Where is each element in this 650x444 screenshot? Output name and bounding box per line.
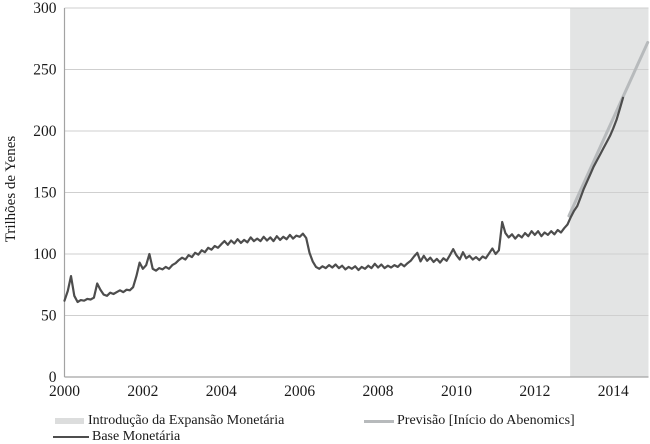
y-tick-label-50: 50 — [41, 308, 57, 325]
x-tick-label-2008: 2008 — [363, 383, 394, 400]
base-line-swatch — [53, 436, 89, 438]
y-tick-label-100: 100 — [33, 246, 57, 263]
base-monetaria-line — [63, 96, 625, 304]
legend-label-expansion: Introdução da Expansão Monetária — [88, 413, 285, 428]
legend-item-expansion: Introdução da Expansão Monetária — [55, 413, 284, 429]
x-tick-label-2006: 2006 — [284, 383, 315, 400]
y-tick-label-200: 200 — [33, 123, 57, 140]
x-tick-label-2004: 2004 — [206, 383, 237, 400]
y-tick-label-150: 150 — [33, 185, 57, 202]
forecast-line-swatch — [364, 419, 394, 423]
x-tick-label-2014: 2014 — [598, 383, 629, 400]
x-tick-label-2000: 2000 — [49, 383, 80, 400]
forecast-line — [567, 40, 650, 218]
legend-label-forecast: Previsão [Início do Abenomics] — [397, 413, 575, 428]
x-tick-label-2002: 2002 — [127, 383, 158, 400]
shaded-area-swatch — [55, 418, 84, 424]
y-tick-label-300: 300 — [33, 0, 57, 17]
legend-item-base: Base Monetária — [53, 429, 180, 444]
y-tick-label-250: 250 — [33, 62, 57, 79]
y-axis-title: Trilhões de Yenes — [3, 135, 19, 243]
y-tick-label-0: 0 — [49, 369, 57, 386]
x-tick-label-2012: 2012 — [519, 383, 550, 400]
legend-label-base: Base Monetária — [92, 429, 181, 444]
legend-item-forecast: Previsão [Início do Abenomics] — [364, 413, 575, 429]
x-tick-label-2010: 2010 — [441, 383, 472, 400]
